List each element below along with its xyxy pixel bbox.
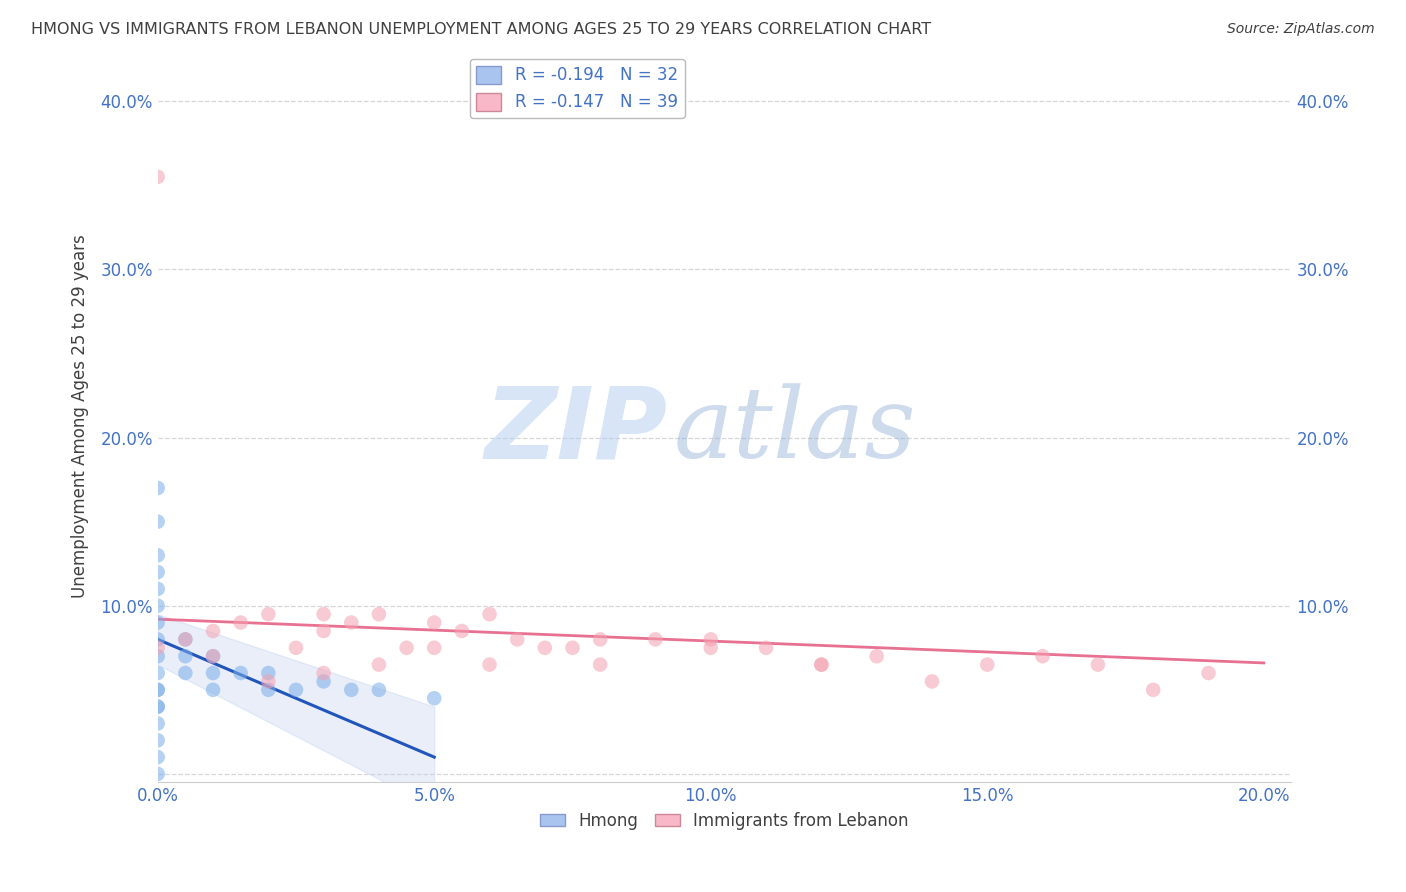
Point [644,632,666,647]
Point [589,657,612,672]
Point [700,632,723,647]
Point [561,640,583,655]
Point [146,632,169,647]
Point [1198,666,1220,681]
Point [146,582,169,596]
Point [146,733,169,747]
Point [146,599,169,613]
Point [146,169,169,184]
Point [368,657,391,672]
Text: atlas: atlas [673,384,917,479]
Point [478,607,501,622]
Point [146,716,169,731]
Point [229,666,252,681]
Point [423,691,446,706]
Y-axis label: Unemployment Among Ages 25 to 29 years: Unemployment Among Ages 25 to 29 years [72,235,89,599]
Point [174,666,197,681]
Point [285,682,308,697]
Point [257,682,280,697]
Point [146,682,169,697]
Point [174,649,197,664]
Point [257,674,280,689]
Point [700,640,723,655]
Point [368,607,391,622]
Point [1142,682,1164,697]
Point [312,624,335,638]
Point [146,640,169,655]
Point [146,699,169,714]
Point [866,649,889,664]
Point [478,657,501,672]
Point [755,640,778,655]
Point [285,640,308,655]
Point [202,649,225,664]
Point [395,640,418,655]
Point [174,632,197,647]
Point [146,666,169,681]
Point [146,549,169,563]
Text: ZIP: ZIP [485,383,668,480]
Point [146,481,169,495]
Point [1087,657,1109,672]
Point [202,666,225,681]
Point [202,682,225,697]
Point [202,624,225,638]
Point [423,640,446,655]
Point [257,666,280,681]
Point [810,657,832,672]
Point [589,632,612,647]
Text: HMONG VS IMMIGRANTS FROM LEBANON UNEMPLOYMENT AMONG AGES 25 TO 29 YEARS CORRELAT: HMONG VS IMMIGRANTS FROM LEBANON UNEMPLO… [31,22,931,37]
Point [146,649,169,664]
Point [229,615,252,630]
Point [1032,649,1054,664]
Point [423,615,446,630]
Point [312,607,335,622]
Point [146,682,169,697]
Point [312,674,335,689]
Point [340,615,363,630]
Point [202,649,225,664]
Point [451,624,474,638]
Point [146,565,169,579]
Point [506,632,529,647]
Point [534,640,557,655]
Point [312,666,335,681]
Point [368,682,391,697]
Point [810,657,832,672]
Point [976,657,998,672]
Point [146,750,169,764]
Text: Source: ZipAtlas.com: Source: ZipAtlas.com [1227,22,1375,37]
Point [146,515,169,529]
Legend: Hmong, Immigrants from Lebanon: Hmong, Immigrants from Lebanon [533,805,915,836]
Point [174,632,197,647]
Point [257,607,280,622]
Point [340,682,363,697]
Point [146,615,169,630]
Point [146,699,169,714]
Point [921,674,943,689]
Point [146,767,169,781]
